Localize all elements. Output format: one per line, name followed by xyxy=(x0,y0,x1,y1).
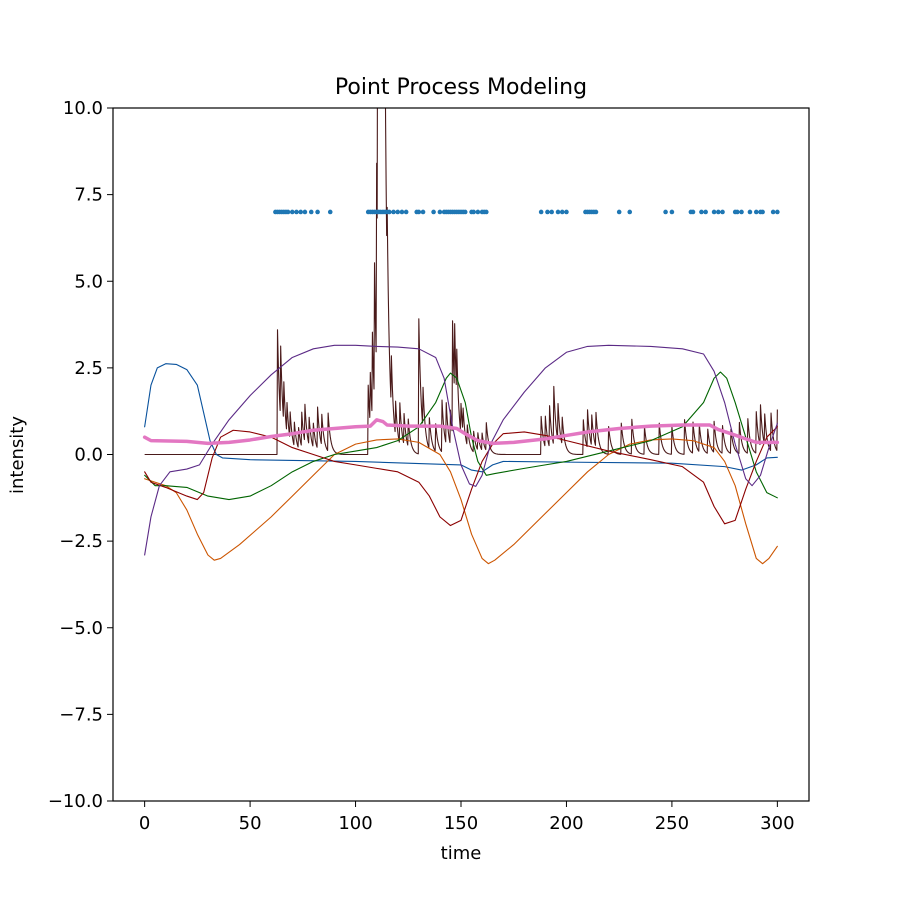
event-point xyxy=(484,209,489,215)
event-point xyxy=(289,209,295,215)
event-point xyxy=(308,209,314,215)
event-point xyxy=(711,209,717,215)
event-point xyxy=(627,209,633,215)
x-axis-ticks: 0 50 100 150 200 250 300 xyxy=(139,801,795,834)
event-point xyxy=(739,209,744,215)
series-line-5 xyxy=(144,344,778,556)
event-point xyxy=(538,209,544,215)
y-tick-label: −10.0 xyxy=(48,791,103,812)
event-point xyxy=(327,209,333,215)
chart-title: Point Process Modeling xyxy=(335,75,587,100)
event-point xyxy=(559,209,565,215)
y-tick-label: −7.5 xyxy=(59,704,103,725)
event-point xyxy=(462,209,468,215)
event-point xyxy=(395,209,401,215)
x-tick-label: 50 xyxy=(239,813,262,834)
event-point xyxy=(315,209,320,215)
x-tick-label: 150 xyxy=(444,813,478,834)
event-point xyxy=(294,209,299,215)
event-point xyxy=(298,209,304,215)
event-point xyxy=(747,209,753,215)
y-tick-label: 0.0 xyxy=(74,445,103,466)
event-point xyxy=(593,209,599,215)
event-point xyxy=(720,209,725,215)
event-point xyxy=(391,209,396,215)
event-point xyxy=(431,209,436,215)
series-line-6 xyxy=(142,418,780,446)
event-point xyxy=(616,209,622,215)
event-point xyxy=(753,209,759,215)
event-point xyxy=(471,209,476,215)
y-tick-label: −5.0 xyxy=(59,618,103,639)
y-tick-label: 5.0 xyxy=(74,271,103,292)
event-point xyxy=(690,209,696,215)
event-point xyxy=(475,209,481,215)
event-point xyxy=(399,209,405,215)
event-point xyxy=(555,209,561,215)
series-layer xyxy=(142,108,780,565)
event-point xyxy=(770,209,776,215)
y-tick-label: 7.5 xyxy=(74,185,103,206)
event-point xyxy=(549,209,554,215)
x-tick-label: 300 xyxy=(760,813,794,834)
event-point xyxy=(699,209,704,215)
x-tick-label: 0 xyxy=(139,813,150,834)
event-point xyxy=(703,209,708,215)
event-point xyxy=(437,209,443,215)
series-line-2 xyxy=(144,438,778,565)
event-point xyxy=(734,209,740,215)
event-point xyxy=(716,209,721,215)
event-point xyxy=(416,209,422,215)
event-point xyxy=(545,209,550,215)
event-point xyxy=(775,209,780,215)
series-line-1 xyxy=(144,363,778,473)
event-point xyxy=(420,209,426,215)
scatter-layer xyxy=(273,209,780,215)
series-line-3 xyxy=(144,371,778,501)
event-point xyxy=(663,209,668,215)
x-tick-label: 200 xyxy=(549,813,583,834)
y-tick-label: −2.5 xyxy=(59,531,103,552)
x-tick-label: 100 xyxy=(338,813,372,834)
event-point xyxy=(564,209,569,215)
y-tick-label: 10.0 xyxy=(63,98,103,119)
x-tick-label: 250 xyxy=(655,813,689,834)
y-tick-label: 2.5 xyxy=(74,358,103,379)
event-point xyxy=(302,209,308,215)
x-axis-label: time xyxy=(441,843,482,864)
event-point xyxy=(669,209,675,215)
event-point xyxy=(285,209,291,215)
event-point xyxy=(403,209,409,215)
event-point xyxy=(386,209,392,215)
event-point xyxy=(760,209,765,215)
series-line-4 xyxy=(144,426,778,527)
y-axis-ticks: −10.0 −7.5 −5.0 −2.5 0.0 2.5 5.0 7.5 10.0 xyxy=(48,98,113,812)
y-axis-label: intensity xyxy=(7,416,28,494)
